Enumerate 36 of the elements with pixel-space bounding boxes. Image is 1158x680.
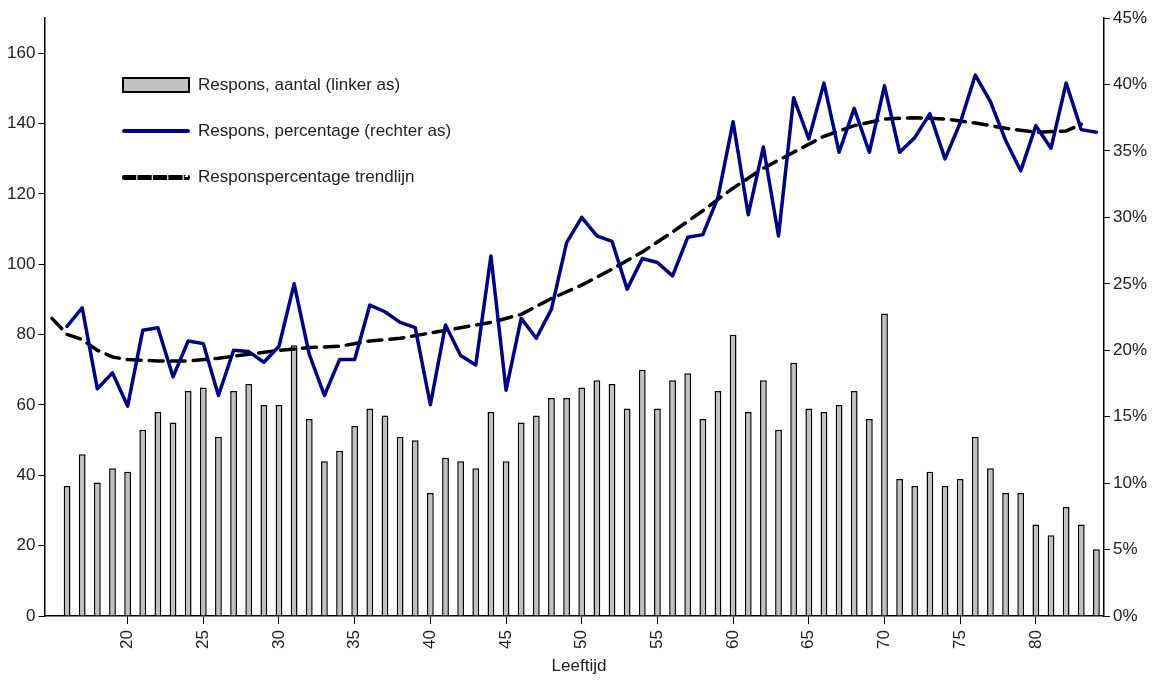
x-tick-label: 60 [722,630,742,650]
y2-tick-label: 35% [1112,140,1148,160]
x-tick-label: 75 [949,630,969,650]
legend-label: Responspercentage trendlijn [198,167,415,187]
x-tick-label: 70 [874,630,894,650]
y-tick-label: 60 [16,394,36,414]
y-tick-label: 120 [6,183,36,203]
x-tick-label: 65 [798,630,818,650]
legend-label: Respons, aantal (linker as) [198,75,401,95]
y-tick-label: 40 [16,465,36,485]
x-tick-label: 50 [571,630,591,650]
y2-tick-label: 20% [1112,339,1148,359]
x-tick-label: 80 [1025,630,1045,650]
y-tick-label: 140 [6,113,36,133]
y2-tick-label: 10% [1112,472,1148,492]
x-tick-label: 25 [192,630,212,650]
y2-tick-label: 5% [1112,539,1138,559]
x-tick-label: 30 [268,630,288,650]
y2-tick-label: 0% [1112,605,1138,625]
y2-tick-label: 45% [1112,7,1148,27]
y2-tick-label: 40% [1112,74,1148,94]
legend-label: Respons, percentage (rechter as) [198,121,452,141]
y-tick-label: 0 [25,605,36,625]
y2-tick-label: 30% [1112,207,1148,227]
y-tick-label: 20 [16,535,36,555]
x-tick-label: 45 [495,630,515,650]
y-tick-label: 160 [6,42,36,62]
y-tick-label: 80 [16,324,36,344]
x-tick-label: 55 [647,630,667,650]
y2-tick-label: 25% [1112,273,1148,293]
x-tick-label: 40 [420,630,440,650]
x-tick-label: 35 [344,630,364,650]
y-tick-label: 100 [6,253,36,273]
x-tick-label: 20 [117,630,137,650]
y2-tick-label: 15% [1112,406,1148,426]
x-axis-title: Leeftijd [550,656,608,676]
